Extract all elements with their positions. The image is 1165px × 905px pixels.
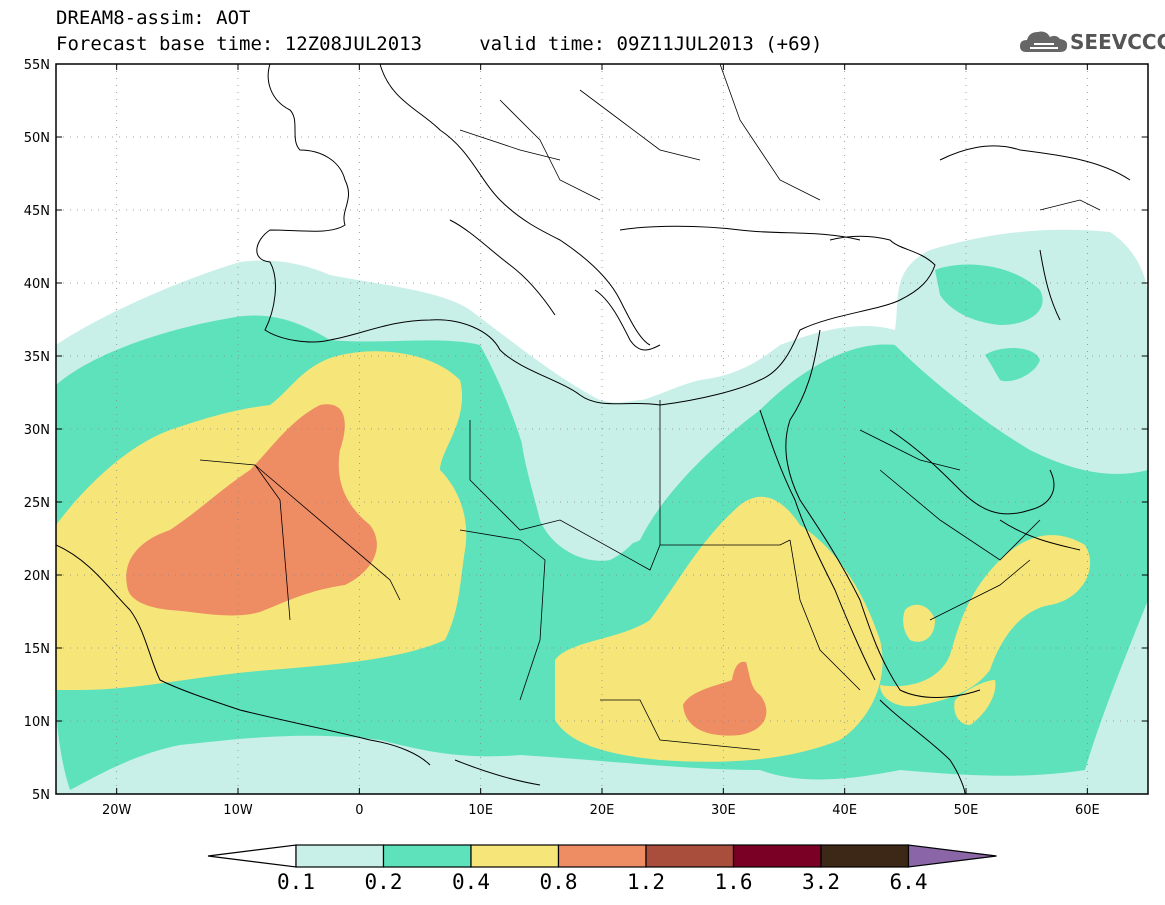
colorbar-bin bbox=[470, 844, 560, 868]
lon-label: 40E bbox=[832, 803, 857, 818]
colorbar-label: 0.4 bbox=[452, 870, 490, 894]
latitude-labels: 55N 50N 45N 40N 35N 30N 25N 20N 15N 10N 5N bbox=[24, 58, 1148, 803]
coastlines bbox=[56, 64, 1131, 794]
aot-band-0-4-somalia bbox=[954, 680, 996, 725]
colorbar-label: 0.2 bbox=[365, 870, 403, 894]
lon-label: 20W bbox=[102, 803, 132, 818]
colorbar-bin bbox=[557, 844, 647, 868]
aot-band-0-8-sahara bbox=[126, 404, 377, 616]
lat-label: 25N bbox=[24, 496, 50, 511]
colorbar-bin bbox=[382, 844, 472, 868]
lat-label: 55N bbox=[24, 58, 50, 73]
lat-label: 20N bbox=[24, 569, 50, 584]
lat-label: 35N bbox=[24, 350, 50, 365]
lat-label: 30N bbox=[24, 423, 50, 438]
aot-band-0-4-redsea bbox=[903, 604, 935, 642]
aot-contours bbox=[56, 64, 1148, 794]
map-subtitle: Forecast base time: 12Z08JUL2013 valid t… bbox=[56, 33, 823, 55]
aot-band-libya-light bbox=[520, 400, 662, 561]
colorbar-bin bbox=[295, 844, 385, 868]
lat-label: 45N bbox=[24, 204, 50, 219]
colorbar-bin bbox=[732, 844, 822, 868]
seevccc-logo: SEEVCCC bbox=[1018, 24, 1165, 58]
colorbar-label: 3.2 bbox=[802, 870, 840, 894]
lon-label: 60E bbox=[1075, 803, 1100, 818]
colorbar-lower-arrow bbox=[207, 844, 297, 868]
country-borders bbox=[199, 64, 1101, 751]
map-grid bbox=[56, 64, 1148, 794]
colorbar-upper-arrow bbox=[907, 844, 997, 868]
colorbar-legend: 0.1 0.2 0.4 0.8 1.2 1.6 3.2 6.4 bbox=[207, 844, 997, 894]
lat-label: 10N bbox=[24, 715, 50, 730]
colorbar-bin bbox=[645, 844, 735, 868]
aot-band-0-4-sudan bbox=[555, 496, 883, 762]
logo-text: SEEVCCC bbox=[1070, 30, 1165, 54]
lon-label: 50E bbox=[954, 803, 979, 818]
colorbar-label: 1.6 bbox=[715, 870, 753, 894]
lon-label: 20E bbox=[590, 803, 615, 818]
aot-band-0-4-arabia bbox=[880, 535, 1091, 707]
lon-label: 10W bbox=[223, 803, 253, 818]
colorbar-bin bbox=[820, 844, 910, 868]
lon-label: 30E bbox=[711, 803, 736, 818]
longitude-labels: 20W 10W 0 10E 20E 30E 40E 50E 60E bbox=[102, 64, 1100, 818]
colorbar-label: 6.4 bbox=[890, 870, 928, 894]
lon-label: 0 bbox=[355, 803, 363, 818]
aot-band-0-8-sudan bbox=[683, 661, 767, 736]
lat-label: 40N bbox=[24, 277, 50, 292]
colorbar-label: 0.1 bbox=[277, 870, 315, 894]
map-title: DREAM8-assim: AOT bbox=[56, 7, 251, 29]
lat-label: 5N bbox=[32, 788, 50, 803]
colorbar-label: 0.8 bbox=[540, 870, 578, 894]
lon-label: 10E bbox=[468, 803, 493, 818]
colorbar-label: 1.2 bbox=[627, 870, 665, 894]
cloud-logo-icon bbox=[1020, 31, 1068, 52]
lat-label: 15N bbox=[24, 642, 50, 657]
aot-patch-iran bbox=[985, 348, 1040, 382]
lat-label: 50N bbox=[24, 131, 50, 146]
aot-patch-caspian bbox=[935, 264, 1043, 325]
